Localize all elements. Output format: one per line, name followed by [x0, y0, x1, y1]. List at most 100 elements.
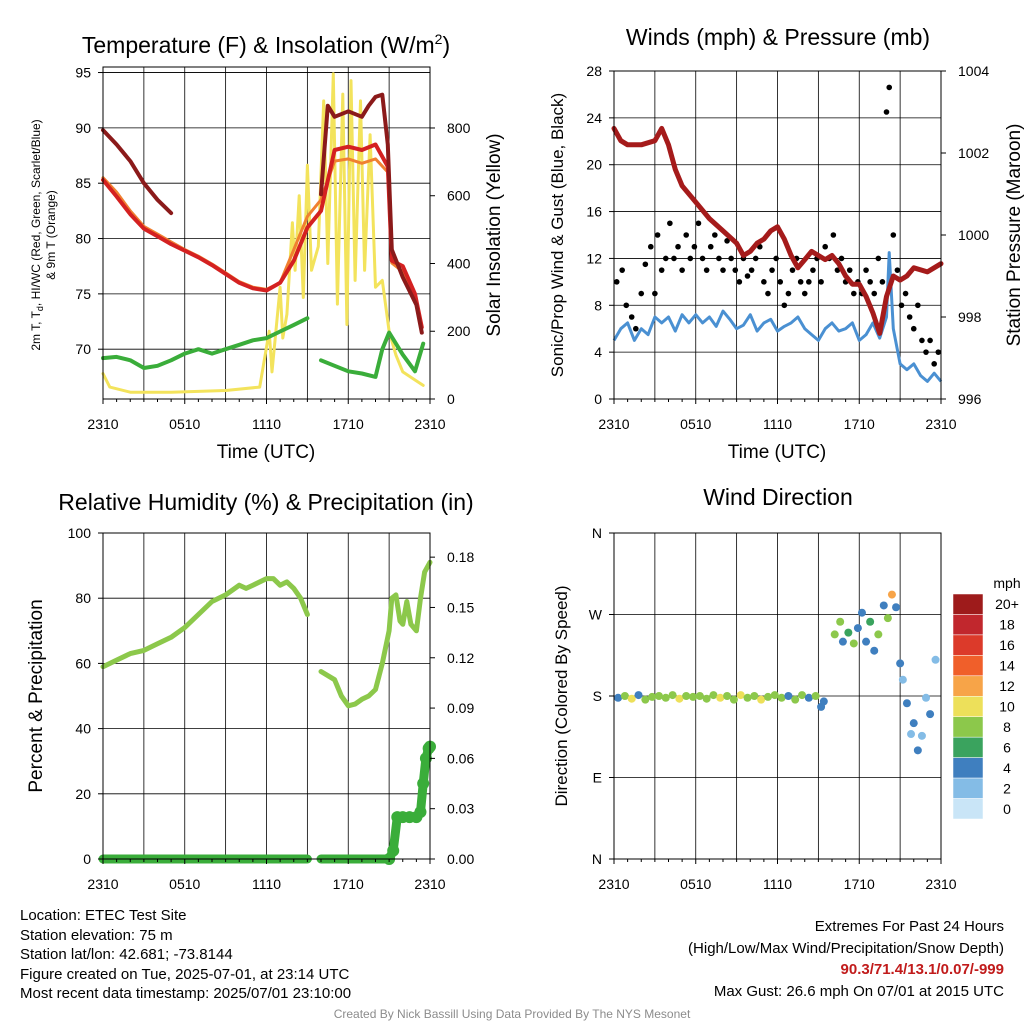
- wind-pressure-ytick-label: 20: [586, 157, 602, 173]
- humidity-ytick-label: 20: [75, 786, 91, 802]
- gust-point: [923, 349, 929, 355]
- humidity-y2tick-label: 0.18: [447, 549, 474, 565]
- gust-point: [675, 243, 681, 250]
- credit-line: Created By Nick Bassill Using Data Provi…: [333, 1007, 691, 1021]
- colorbar-label: 16: [999, 637, 1015, 653]
- gust-point: [683, 232, 690, 238]
- wind-direction-point: [716, 693, 725, 702]
- wind-direction-xtick-label: 2310: [925, 876, 956, 892]
- colorbar-unit: mph: [993, 575, 1020, 591]
- temperature-xlabel: Time (UTC): [217, 442, 316, 463]
- wind-ylabel: Sonic/Prop Wind & Gust (Blue, Black): [548, 93, 567, 377]
- wind-direction-point: [743, 693, 752, 702]
- colorbar-swatch: [952, 777, 984, 799]
- colorbar-label: 6: [1003, 739, 1011, 755]
- humidity-ytick-label: 40: [75, 721, 91, 737]
- wind-direction-point: [627, 694, 636, 703]
- wind-direction-point: [763, 692, 772, 701]
- series-line-rh: [100, 559, 433, 709]
- colorbar-label: 18: [999, 617, 1015, 633]
- temperature-title: Temperature (F) & Insolation (W/m2): [82, 31, 450, 58]
- wind-pressure-ytick-label: 0: [594, 391, 602, 407]
- humidity-ylabel: Percent & Precipitation: [26, 599, 47, 792]
- gust-point: [716, 255, 722, 262]
- humidity-y2tick-label: 0.12: [447, 650, 474, 666]
- gust-point: [769, 267, 775, 273]
- gust-point: [789, 267, 796, 273]
- wind-direction-point: [757, 695, 766, 704]
- wind-direction-point: [702, 694, 711, 703]
- station-info: Location: ETEC Test Site Station elevati…: [20, 906, 351, 1004]
- temperature-xtick-label: 1710: [333, 416, 364, 432]
- humidity-grid: [103, 533, 430, 859]
- wind-direction-point: [675, 694, 684, 703]
- colorbar-swatch: [952, 757, 984, 779]
- gust-point: [728, 255, 734, 262]
- colorbar-label: 2: [1003, 780, 1011, 796]
- gust-point: [801, 290, 808, 297]
- wind-direction-xtick-label: 0510: [680, 876, 711, 892]
- gust-point: [915, 302, 921, 309]
- wind-direction-point: [661, 693, 670, 702]
- humidity-ytick-label: 0: [83, 851, 91, 867]
- wind-direction-point: [898, 675, 907, 684]
- wind-direction-point: [836, 617, 845, 626]
- wind-direction-point: [819, 697, 828, 706]
- wind-direction-ytick-label: N: [592, 851, 602, 867]
- humidity-xtick-label: 1710: [333, 876, 364, 892]
- gust-point: [691, 243, 698, 250]
- colorbar-swatch: [952, 634, 984, 656]
- wind-pressure-xtick-label: 1110: [763, 416, 792, 432]
- gust-point: [699, 255, 706, 262]
- wind-direction-point: [913, 746, 922, 755]
- gust-point: [744, 273, 751, 279]
- gust-point: [724, 238, 730, 244]
- precipitation-point: [387, 844, 400, 857]
- gust-point: [838, 255, 845, 262]
- gust-point: [886, 84, 893, 91]
- wind-direction-point: [907, 730, 916, 739]
- wind-direction-point: [709, 691, 718, 700]
- temperature-ylabel-line2: & 9m T (Orange): [44, 190, 58, 280]
- temperature-xtick-label: 0510: [169, 416, 200, 432]
- wind-direction-point: [648, 692, 657, 701]
- colorbar-swatch: [952, 593, 984, 615]
- wind-direction-point: [654, 692, 663, 700]
- temperature-xtick-label: 1110: [252, 416, 281, 432]
- gust-point: [765, 290, 771, 297]
- extremes-summary: Extremes For Past 24 Hours (High/Low/Max…: [688, 916, 1004, 1002]
- gust-point: [851, 290, 857, 297]
- temperature-ytick-label: 70: [75, 341, 91, 357]
- gust-point: [906, 314, 913, 320]
- wind-pressure-ytick-label: 8: [594, 297, 602, 313]
- series-line-pressure: [611, 125, 944, 336]
- wind-direction-xtick-label: 1710: [844, 876, 875, 892]
- wind-pressure-y2tick-label: 998: [958, 309, 982, 325]
- wind-direction-point: [689, 692, 698, 701]
- colorbar-label: 8: [1003, 719, 1011, 735]
- wind-direction-point: [870, 646, 879, 655]
- precipitation-point: [419, 752, 432, 765]
- gust-point: [810, 267, 816, 273]
- wind-direction-ytick-label: S: [593, 688, 602, 704]
- gust-point: [667, 220, 673, 227]
- gust-point: [647, 243, 654, 250]
- temperature-data: [101, 72, 426, 394]
- gust-point: [830, 232, 837, 238]
- colorbar-label: 4: [1003, 760, 1011, 776]
- station-elevation: Station elevation: 75 m: [20, 926, 173, 944]
- gust-point: [633, 325, 639, 332]
- humidity-ytick-label: 100: [68, 525, 92, 541]
- series-line-2m-t: [101, 142, 424, 330]
- temperature-ytick-label: 95: [75, 65, 91, 81]
- humidity-panel: Relative Humidity (%) & Precipitation (i…: [26, 489, 474, 892]
- wind-direction-point: [695, 692, 704, 700]
- wind-direction-point: [883, 614, 892, 623]
- gust-point: [736, 279, 743, 285]
- gust-point: [687, 255, 694, 262]
- humidity-xtick-label: 2310: [414, 876, 445, 892]
- wind-direction-point: [641, 695, 650, 704]
- gust-point: [898, 302, 905, 309]
